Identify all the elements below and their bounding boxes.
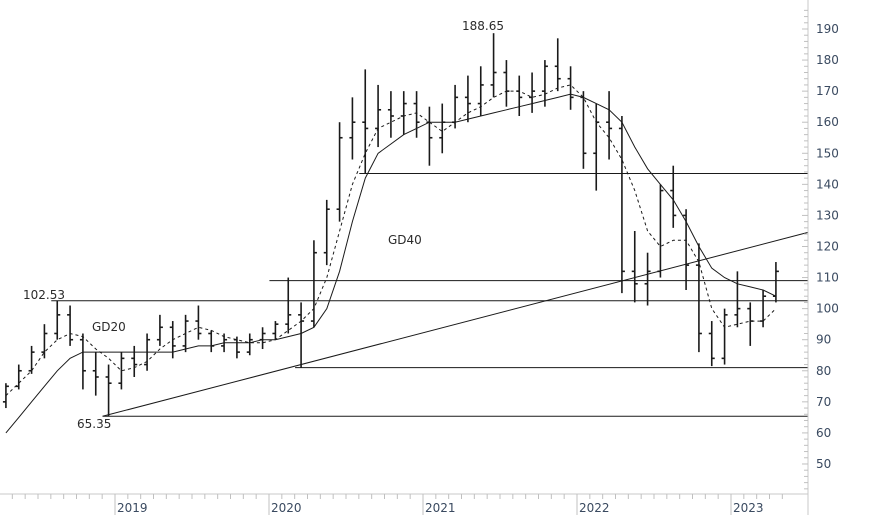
ohlc-bar bbox=[772, 262, 779, 303]
ohlc-bar bbox=[15, 364, 22, 390]
ohlc-bars bbox=[2, 33, 779, 417]
ohlc-bar bbox=[708, 321, 715, 367]
ohlc-bar bbox=[477, 66, 484, 116]
ohlc-bar bbox=[529, 72, 536, 113]
y-tick-label: 180 bbox=[816, 53, 839, 67]
ohlc-bar bbox=[169, 321, 176, 359]
ohlc-bar bbox=[439, 103, 446, 154]
ohlc-bar bbox=[2, 383, 9, 409]
ohlc-bar bbox=[541, 60, 548, 107]
x-tick-label: 2022 bbox=[579, 501, 610, 515]
ohlc-bar bbox=[734, 271, 741, 328]
ohlc-bar bbox=[464, 75, 471, 123]
ohlc-bar bbox=[695, 243, 702, 353]
ohlc-bar bbox=[182, 314, 189, 353]
ohlc-bar bbox=[606, 91, 613, 160]
x-tick-label: 2021 bbox=[425, 501, 456, 515]
ohlc-bar bbox=[760, 289, 767, 328]
ohlc-bar bbox=[221, 333, 228, 353]
y-tick-label: 90 bbox=[816, 333, 831, 347]
ohlc-bar bbox=[554, 38, 561, 92]
ohlc-bar bbox=[310, 240, 317, 328]
ohlc-bar bbox=[298, 302, 305, 368]
y-tick-label: 60 bbox=[816, 426, 831, 440]
y-tick-label: 150 bbox=[816, 146, 839, 160]
y-tick-label: 100 bbox=[816, 302, 839, 316]
ohlc-bar bbox=[323, 199, 330, 266]
ohlc-bar bbox=[208, 330, 215, 353]
y-tick-label: 160 bbox=[816, 115, 839, 129]
ohlc-bar bbox=[195, 305, 202, 340]
ohlc-bar bbox=[349, 97, 356, 160]
label-gd40: GD40 bbox=[388, 233, 422, 247]
ohlc-bar bbox=[233, 336, 240, 359]
ohlc-bar bbox=[41, 324, 48, 359]
trendline bbox=[102, 231, 809, 417]
support-resistance-lines bbox=[51, 172, 809, 417]
label-gd20: GD20 bbox=[92, 320, 126, 334]
ohlc-bar bbox=[246, 333, 253, 356]
y-tick-label: 110 bbox=[816, 271, 839, 285]
x-tick-label: 2020 bbox=[271, 501, 302, 515]
ohlc-bar bbox=[593, 103, 600, 191]
ohlc-bar bbox=[426, 106, 433, 166]
ohlc-bar bbox=[670, 165, 677, 228]
ohlc-bar bbox=[490, 33, 497, 98]
ohlc-bar bbox=[362, 69, 369, 174]
y-tick-label: 130 bbox=[816, 208, 839, 222]
annotation-high: 188.65 bbox=[462, 19, 504, 33]
ohlc-bar bbox=[747, 302, 754, 346]
ohlc-bar bbox=[272, 321, 279, 340]
y-tick-label: 80 bbox=[816, 364, 831, 378]
ohlc-bar bbox=[28, 345, 35, 374]
ohlc-bar bbox=[336, 122, 343, 222]
annotation-102: 102.53 bbox=[23, 288, 65, 302]
ohlc-bar bbox=[657, 184, 664, 278]
ohlc-bar bbox=[413, 91, 420, 138]
ohlc-bar bbox=[92, 352, 99, 396]
ohlc-bar bbox=[503, 60, 510, 107]
ohlc-bar bbox=[400, 91, 407, 135]
ohlc-bar bbox=[156, 314, 163, 346]
ohlc-bar bbox=[67, 305, 74, 346]
y-tick-label: 170 bbox=[816, 84, 839, 98]
ohlc-bar bbox=[631, 230, 638, 303]
ohlc-bar bbox=[375, 84, 382, 148]
ohlc-bar bbox=[79, 333, 86, 390]
ohlc-bar bbox=[285, 277, 292, 334]
y-tick-label: 140 bbox=[816, 177, 839, 191]
ohlc-bar bbox=[580, 91, 587, 169]
ohlc-bar bbox=[516, 75, 523, 116]
ohlc-bar bbox=[118, 352, 125, 390]
ohlc-bar bbox=[387, 91, 394, 138]
ohlc-bar bbox=[452, 84, 459, 129]
ohlc-bar bbox=[259, 327, 266, 350]
ohlc-bar bbox=[618, 115, 625, 294]
y-tick-label: 70 bbox=[816, 395, 831, 409]
x-tick-label: 2023 bbox=[733, 501, 764, 515]
ohlc-bar bbox=[721, 308, 728, 365]
y-tick-label: 120 bbox=[816, 239, 839, 253]
ohlc-bar bbox=[54, 300, 61, 340]
ohlc-bar bbox=[683, 209, 690, 290]
axes: 50 60 70 80 90 100 110 120 130 140 150 160 170 180 190… bbox=[0, 0, 839, 515]
x-tick-label: 2019 bbox=[117, 501, 148, 515]
ohlc-bar bbox=[567, 66, 574, 110]
ohlc-bar bbox=[131, 345, 138, 377]
y-tick-label: 50 bbox=[816, 457, 831, 471]
y-tick-label: 190 bbox=[816, 22, 839, 36]
annotation-low: 65.35 bbox=[77, 417, 111, 431]
ohlc-bar bbox=[105, 364, 112, 417]
ohlc-bar bbox=[644, 252, 651, 306]
ohlc-bar bbox=[144, 333, 151, 371]
